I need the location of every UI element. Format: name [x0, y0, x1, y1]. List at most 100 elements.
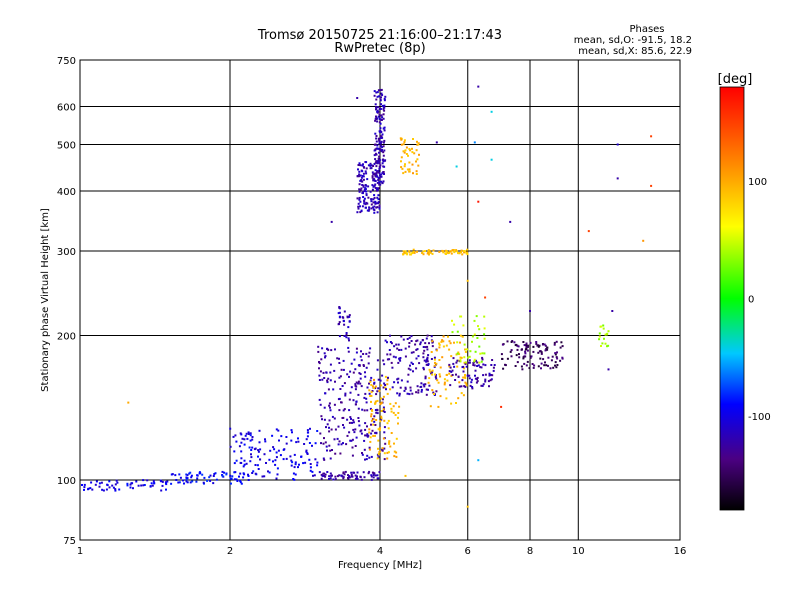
data-point [369, 395, 372, 397]
data-point [420, 390, 423, 393]
data-point [383, 165, 386, 168]
data-point [390, 361, 393, 364]
data-point [342, 320, 345, 323]
data-point [364, 392, 367, 395]
data-point [161, 480, 164, 483]
data-point [427, 381, 430, 384]
data-point [348, 375, 350, 378]
data-point [532, 345, 535, 348]
data-point [361, 164, 364, 167]
x-tick-label: 16 [674, 546, 687, 557]
data-point [348, 431, 351, 434]
data-point [375, 419, 378, 421]
data-point [348, 339, 350, 342]
data-point [160, 489, 163, 492]
data-point [371, 171, 374, 174]
data-point [453, 251, 456, 254]
data-point [259, 458, 261, 461]
data-point [542, 358, 545, 361]
data-point [397, 416, 399, 419]
data-point [380, 103, 383, 106]
data-point [376, 91, 379, 94]
data-point [367, 434, 370, 437]
data-point [101, 488, 104, 491]
data-point [518, 353, 520, 356]
data-point [483, 352, 486, 355]
data-point [392, 411, 395, 414]
data-point [146, 479, 149, 482]
data-point [372, 423, 375, 426]
data-point [405, 252, 408, 255]
data-point [359, 355, 362, 358]
data-point [370, 400, 372, 403]
data-point [398, 405, 401, 408]
data-point [450, 370, 453, 373]
data-point [361, 452, 363, 454]
data-point [429, 370, 432, 373]
data-point [554, 361, 557, 364]
data-point [360, 432, 363, 435]
data-point [453, 341, 455, 344]
data-point [354, 388, 357, 391]
data-point [384, 384, 387, 386]
data-point [525, 364, 528, 367]
data-point [338, 440, 341, 443]
data-point [251, 446, 254, 449]
data-point [514, 344, 517, 347]
data-point [464, 348, 467, 351]
data-point [373, 184, 376, 187]
data-point [408, 161, 411, 164]
data-point [337, 323, 340, 326]
data-point [537, 345, 540, 348]
data-point [377, 157, 380, 160]
data-point [451, 374, 454, 376]
data-point [404, 250, 407, 253]
data-point [323, 418, 326, 421]
data-point [379, 122, 382, 125]
data-point [229, 445, 232, 448]
data-point [434, 361, 436, 364]
data-point [239, 432, 242, 435]
data-point [466, 253, 469, 256]
data-point [377, 194, 380, 197]
data-point [400, 335, 403, 338]
data-point [403, 139, 406, 142]
data-point [326, 381, 329, 384]
data-point [223, 471, 226, 474]
data-point [376, 457, 379, 460]
data-point [501, 357, 504, 360]
data-point [428, 253, 430, 256]
data-point [393, 345, 396, 348]
data-point [331, 415, 334, 418]
data-point [372, 434, 375, 437]
data-point [261, 475, 264, 478]
data-point [348, 320, 351, 323]
data-point [236, 480, 239, 482]
data-point [342, 424, 344, 426]
data-point [463, 251, 466, 254]
data-point [392, 405, 395, 408]
data-point [91, 488, 94, 491]
data-point [357, 382, 360, 385]
data-point [247, 473, 249, 476]
data-point [445, 374, 448, 376]
data-point [457, 375, 460, 378]
data-point [344, 392, 347, 395]
data-point [362, 163, 364, 166]
data-point [386, 353, 389, 356]
data-point [412, 370, 414, 373]
data-point [459, 360, 462, 363]
data-point [425, 393, 428, 396]
data-point [481, 356, 484, 359]
data-point [380, 135, 382, 138]
data-point [360, 350, 362, 353]
data-point [377, 456, 380, 459]
data-point [240, 441, 243, 444]
data-point [386, 451, 389, 454]
data-point [387, 451, 390, 454]
data-point [327, 377, 330, 380]
data-point [603, 337, 605, 340]
data-point [102, 489, 105, 492]
data-point [377, 453, 380, 455]
data-point [323, 474, 325, 477]
